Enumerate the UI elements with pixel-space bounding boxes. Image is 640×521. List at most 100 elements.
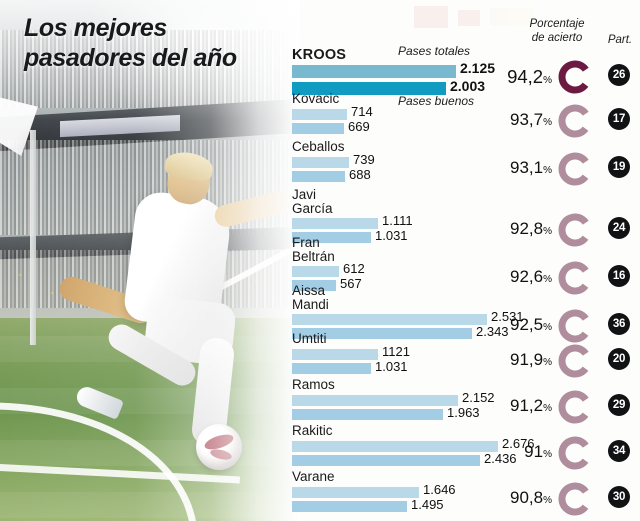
bar-total-passes <box>292 218 378 229</box>
percent-sign: % <box>543 495 552 506</box>
accuracy-value: 92,8 <box>510 219 544 238</box>
participation-badge: 16 <box>608 265 630 287</box>
accuracy-percentage: 91% <box>504 442 552 462</box>
participation-badge: 20 <box>608 348 630 370</box>
participation-badge: 19 <box>608 156 630 178</box>
value-good-passes: 1.495 <box>411 497 444 512</box>
percent-sign: % <box>543 165 552 176</box>
publisher-watermark <box>414 4 534 30</box>
accuracy-donut-chart <box>556 150 594 188</box>
bar-good-passes <box>292 409 443 420</box>
accuracy-percentage: 92,5% <box>504 315 552 335</box>
bar-total-passes <box>292 349 378 360</box>
participation-badge: 17 <box>608 108 630 130</box>
accuracy-donut-chart <box>556 342 594 380</box>
bar-good-passes <box>292 328 472 339</box>
player-photo <box>0 0 300 521</box>
accuracy-percentage: 90,8% <box>504 488 552 508</box>
bar-good-passes <box>292 280 336 291</box>
percent-sign: % <box>543 75 552 86</box>
accuracy-percentage: 91,9% <box>504 350 552 370</box>
player-name: Rakitic <box>292 423 333 438</box>
bar-good-passes <box>292 232 371 243</box>
value-good-passes: 1.031 <box>375 228 408 243</box>
percent-sign: % <box>543 322 552 333</box>
value-good-passes: 1.963 <box>447 405 480 420</box>
title-line-2: pasadores del año <box>24 43 237 72</box>
percent-sign: % <box>543 449 552 460</box>
bar-total-passes <box>292 487 419 498</box>
photo-top-fade <box>0 0 300 120</box>
player-name: Ramos <box>292 377 335 392</box>
bar-total-passes <box>292 395 458 406</box>
accuracy-value: 92,5 <box>510 315 544 334</box>
accuracy-header-line-1: Porcentaje <box>529 18 585 30</box>
percent-sign: % <box>543 357 552 368</box>
player-name: Varane <box>292 469 335 484</box>
value-good-passes: 567 <box>340 276 362 291</box>
accuracy-value: 91,2 <box>510 396 544 415</box>
bar-good-passes <box>292 501 407 512</box>
accuracy-donut-chart <box>556 58 594 96</box>
percent-sign: % <box>543 403 552 414</box>
value-total-passes: 2.125 <box>460 60 496 76</box>
value-good-passes: 669 <box>348 119 370 134</box>
bar-total-passes <box>292 314 487 325</box>
player-name: Kovacic <box>292 91 340 106</box>
value-total-passes: 1.111 <box>382 213 413 228</box>
participation-badge: 26 <box>608 64 630 86</box>
page-title: Los mejores pasadores del año <box>24 14 274 73</box>
accuracy-percentage: 93,7% <box>504 110 552 130</box>
player-name: Javi García <box>292 187 333 216</box>
bar-total-passes <box>292 266 339 277</box>
player-name: Ceballos <box>292 139 345 154</box>
player-name: Fran Beltrán <box>292 235 335 264</box>
accuracy-value: 92,6 <box>510 267 544 286</box>
bar-total-passes <box>292 65 456 78</box>
accuracy-value: 91,9 <box>510 350 544 369</box>
accuracy-value: 91 <box>524 442 544 461</box>
bar-total-passes <box>292 441 498 452</box>
value-total-passes: 2.676 <box>502 436 535 451</box>
bar-total-passes <box>292 157 349 168</box>
bar-good-passes <box>292 171 345 182</box>
accuracy-donut-chart <box>556 388 594 426</box>
value-total-passes: 2.152 <box>462 390 495 405</box>
value-total-passes: 739 <box>353 152 375 167</box>
value-total-passes: 612 <box>343 261 365 276</box>
accuracy-value: 93,1 <box>510 158 544 177</box>
bar-total-passes <box>292 109 347 120</box>
accuracy-donut-chart <box>556 307 594 345</box>
player-name: Aissa Mandi <box>292 283 329 312</box>
value-good-passes: 1.031 <box>375 359 408 374</box>
bar-good-passes <box>292 123 344 134</box>
value-total-passes: 1.646 <box>423 482 456 497</box>
title-line-1: Los mejores <box>24 14 167 42</box>
participation-badge: 29 <box>608 394 630 416</box>
accuracy-header-line-2: de acierto <box>531 31 583 44</box>
percent-sign: % <box>543 117 552 128</box>
value-total-passes: 2.531 <box>491 309 524 324</box>
participation-badge: 24 <box>608 217 630 239</box>
accuracy-donut-chart <box>556 102 594 140</box>
accuracy-donut-chart <box>556 480 594 518</box>
participation-badge: 34 <box>608 440 630 462</box>
accuracy-column-header: Porcentaje de acierto <box>516 18 598 45</box>
bar-good-passes <box>292 363 371 374</box>
value-good-passes: 2.003 <box>450 78 486 94</box>
bar-good-passes <box>292 82 446 95</box>
accuracy-value: 90,8 <box>510 488 544 507</box>
value-good-passes: 688 <box>349 167 371 182</box>
accuracy-value: 94,2 <box>507 66 544 87</box>
accuracy-percentage: 91,2% <box>504 396 552 416</box>
accuracy-percentage: 94,2% <box>504 66 552 88</box>
participation-badge: 36 <box>608 313 630 335</box>
legend-total-passes: Pases totales <box>398 44 471 58</box>
accuracy-donut-chart <box>556 434 594 472</box>
percent-sign: % <box>543 274 552 285</box>
percent-sign: % <box>543 226 552 237</box>
accuracy-percentage: 93,1% <box>504 158 552 178</box>
participation-badge: 30 <box>608 486 630 508</box>
